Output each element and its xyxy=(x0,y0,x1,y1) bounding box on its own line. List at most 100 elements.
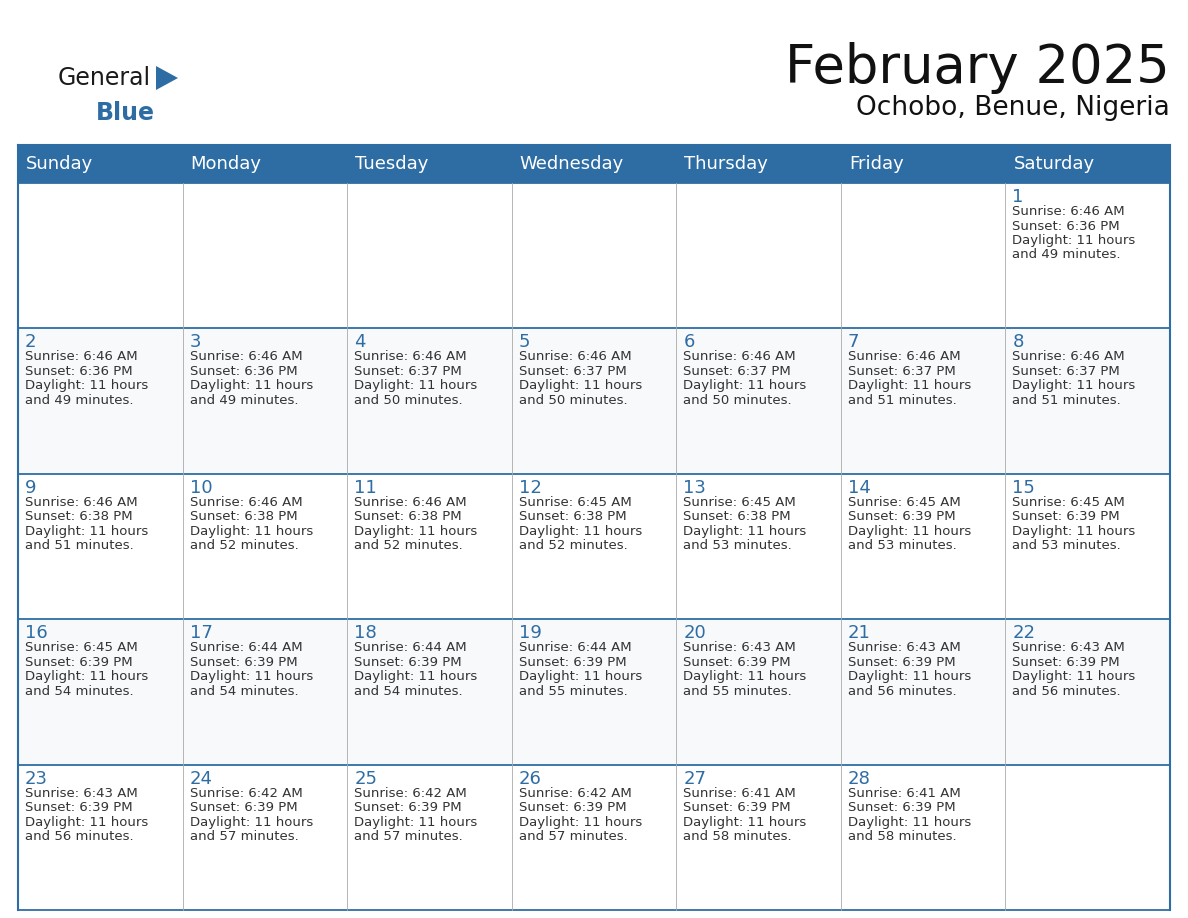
Text: Daylight: 11 hours: Daylight: 11 hours xyxy=(1012,234,1136,247)
Text: Sunset: 6:38 PM: Sunset: 6:38 PM xyxy=(519,510,626,523)
Bar xyxy=(676,183,841,329)
Text: 6: 6 xyxy=(683,333,695,352)
Text: and 53 minutes.: and 53 minutes. xyxy=(848,539,956,553)
Text: 17: 17 xyxy=(190,624,213,643)
Bar xyxy=(676,474,841,620)
Text: Sunset: 6:39 PM: Sunset: 6:39 PM xyxy=(190,801,297,814)
Text: Daylight: 11 hours: Daylight: 11 hours xyxy=(519,379,642,392)
Bar xyxy=(183,620,347,765)
Bar xyxy=(512,329,676,474)
Text: Sunset: 6:37 PM: Sunset: 6:37 PM xyxy=(1012,364,1120,378)
Bar xyxy=(347,765,512,910)
Bar xyxy=(183,183,347,329)
Text: Sunrise: 6:46 AM: Sunrise: 6:46 AM xyxy=(354,496,467,509)
Bar xyxy=(1005,329,1170,474)
Text: 8: 8 xyxy=(1012,333,1024,352)
Text: 16: 16 xyxy=(25,624,48,643)
Text: Ochobo, Benue, Nigeria: Ochobo, Benue, Nigeria xyxy=(857,95,1170,121)
Text: Daylight: 11 hours: Daylight: 11 hours xyxy=(1012,525,1136,538)
Text: Sunrise: 6:46 AM: Sunrise: 6:46 AM xyxy=(190,496,302,509)
Text: Sunrise: 6:46 AM: Sunrise: 6:46 AM xyxy=(25,496,138,509)
Text: and 52 minutes.: and 52 minutes. xyxy=(190,539,298,553)
Text: 11: 11 xyxy=(354,479,377,497)
Text: Wednesday: Wednesday xyxy=(519,155,624,173)
Text: Daylight: 11 hours: Daylight: 11 hours xyxy=(190,670,312,683)
Text: Sunrise: 6:46 AM: Sunrise: 6:46 AM xyxy=(25,351,138,364)
Text: and 57 minutes.: and 57 minutes. xyxy=(519,830,627,843)
Text: 3: 3 xyxy=(190,333,201,352)
Text: Sunset: 6:38 PM: Sunset: 6:38 PM xyxy=(683,510,791,523)
Bar xyxy=(183,474,347,620)
Text: Daylight: 11 hours: Daylight: 11 hours xyxy=(190,379,312,392)
Text: Sunrise: 6:41 AM: Sunrise: 6:41 AM xyxy=(848,787,961,800)
Text: 1: 1 xyxy=(1012,188,1024,206)
Text: Sunset: 6:39 PM: Sunset: 6:39 PM xyxy=(848,655,955,668)
Text: and 54 minutes.: and 54 minutes. xyxy=(354,685,463,698)
Text: Daylight: 11 hours: Daylight: 11 hours xyxy=(848,379,971,392)
Text: Sunrise: 6:46 AM: Sunrise: 6:46 AM xyxy=(354,351,467,364)
Text: Daylight: 11 hours: Daylight: 11 hours xyxy=(354,670,478,683)
Text: Sunrise: 6:44 AM: Sunrise: 6:44 AM xyxy=(190,641,302,655)
Text: Monday: Monday xyxy=(190,155,261,173)
Text: Daylight: 11 hours: Daylight: 11 hours xyxy=(848,670,971,683)
Text: and 53 minutes.: and 53 minutes. xyxy=(1012,539,1121,553)
Text: and 54 minutes.: and 54 minutes. xyxy=(25,685,133,698)
Text: Daylight: 11 hours: Daylight: 11 hours xyxy=(683,670,807,683)
Text: Sunset: 6:39 PM: Sunset: 6:39 PM xyxy=(683,655,791,668)
Text: Sunrise: 6:44 AM: Sunrise: 6:44 AM xyxy=(354,641,467,655)
Bar xyxy=(1005,474,1170,620)
Text: Sunrise: 6:45 AM: Sunrise: 6:45 AM xyxy=(683,496,796,509)
Text: Tuesday: Tuesday xyxy=(355,155,429,173)
Text: 24: 24 xyxy=(190,769,213,788)
Text: Sunset: 6:39 PM: Sunset: 6:39 PM xyxy=(519,801,626,814)
Bar xyxy=(841,620,1005,765)
Bar xyxy=(1005,183,1170,329)
Text: Daylight: 11 hours: Daylight: 11 hours xyxy=(354,815,478,829)
Text: Daylight: 11 hours: Daylight: 11 hours xyxy=(190,815,312,829)
Text: 28: 28 xyxy=(848,769,871,788)
Text: Saturday: Saturday xyxy=(1013,155,1094,173)
Text: Sunrise: 6:45 AM: Sunrise: 6:45 AM xyxy=(848,496,961,509)
Text: Daylight: 11 hours: Daylight: 11 hours xyxy=(683,525,807,538)
Text: Sunset: 6:36 PM: Sunset: 6:36 PM xyxy=(1012,219,1120,232)
Bar xyxy=(841,765,1005,910)
Bar xyxy=(18,765,183,910)
Text: Sunrise: 6:45 AM: Sunrise: 6:45 AM xyxy=(25,641,138,655)
Text: Sunday: Sunday xyxy=(26,155,93,173)
Polygon shape xyxy=(156,66,178,90)
Text: and 51 minutes.: and 51 minutes. xyxy=(1012,394,1121,407)
Text: and 51 minutes.: and 51 minutes. xyxy=(848,394,956,407)
Text: Thursday: Thursday xyxy=(684,155,769,173)
Text: Daylight: 11 hours: Daylight: 11 hours xyxy=(1012,670,1136,683)
Text: and 54 minutes.: and 54 minutes. xyxy=(190,685,298,698)
Text: 7: 7 xyxy=(848,333,859,352)
Bar xyxy=(1005,620,1170,765)
Text: Sunrise: 6:46 AM: Sunrise: 6:46 AM xyxy=(848,351,960,364)
Text: Sunset: 6:39 PM: Sunset: 6:39 PM xyxy=(1012,655,1120,668)
Text: and 50 minutes.: and 50 minutes. xyxy=(519,394,627,407)
Text: Sunset: 6:36 PM: Sunset: 6:36 PM xyxy=(25,364,133,378)
Text: Daylight: 11 hours: Daylight: 11 hours xyxy=(1012,379,1136,392)
Text: 14: 14 xyxy=(848,479,871,497)
Text: Sunset: 6:37 PM: Sunset: 6:37 PM xyxy=(354,364,462,378)
Text: 18: 18 xyxy=(354,624,377,643)
Text: Sunset: 6:39 PM: Sunset: 6:39 PM xyxy=(519,655,626,668)
Text: Sunset: 6:39 PM: Sunset: 6:39 PM xyxy=(354,801,462,814)
Text: 10: 10 xyxy=(190,479,213,497)
Bar xyxy=(676,620,841,765)
Text: Daylight: 11 hours: Daylight: 11 hours xyxy=(683,379,807,392)
Text: and 52 minutes.: and 52 minutes. xyxy=(354,539,463,553)
Bar xyxy=(18,183,183,329)
Text: and 55 minutes.: and 55 minutes. xyxy=(683,685,792,698)
Text: 15: 15 xyxy=(1012,479,1035,497)
Text: 27: 27 xyxy=(683,769,707,788)
Bar xyxy=(512,765,676,910)
Text: and 58 minutes.: and 58 minutes. xyxy=(683,830,792,843)
Bar xyxy=(1005,765,1170,910)
Text: Sunset: 6:37 PM: Sunset: 6:37 PM xyxy=(848,364,955,378)
Bar xyxy=(676,765,841,910)
Bar xyxy=(512,620,676,765)
Text: General: General xyxy=(58,66,151,90)
Bar xyxy=(18,474,183,620)
Text: 12: 12 xyxy=(519,479,542,497)
